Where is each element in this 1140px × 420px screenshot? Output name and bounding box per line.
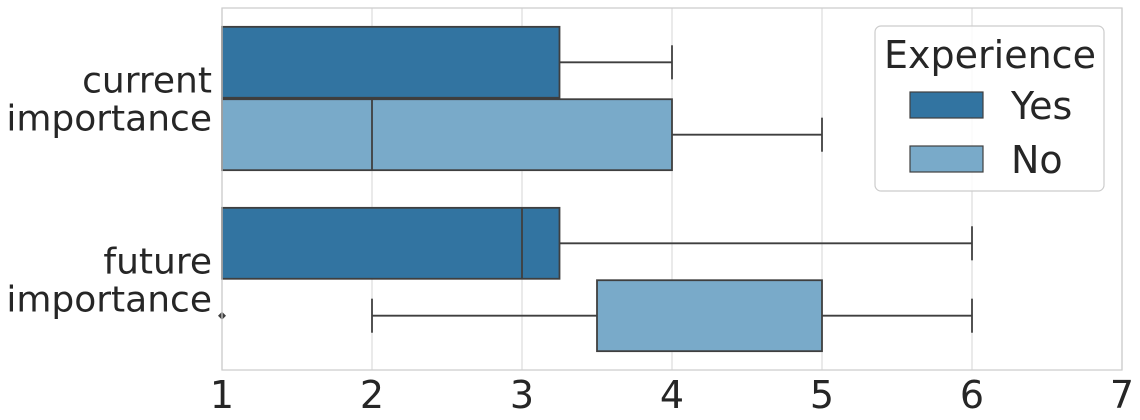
- x-tick-labels: 1 2 3 4 5 6 7: [210, 373, 1134, 417]
- x-tick-label: 4: [660, 373, 684, 417]
- box-no-2: [218, 279, 973, 353]
- box-yes-2: [221, 206, 973, 280]
- x-tick-label: 1: [210, 373, 234, 417]
- box-iqr: [221, 98, 673, 172]
- x-tick-label: 5: [810, 373, 834, 417]
- legend-label-no: No: [1011, 138, 1063, 182]
- box-plots: [218, 25, 973, 353]
- y-category-label: importance: [6, 280, 212, 321]
- y-category-label: future: [103, 242, 212, 283]
- legend: Experience Yes No: [874, 25, 1105, 192]
- x-tick-label: 7: [1110, 373, 1134, 417]
- x-tick-label: 3: [510, 373, 534, 417]
- legend-swatch-no: [909, 145, 984, 173]
- x-tick-label: 6: [960, 373, 984, 417]
- y-category-label: importance: [6, 99, 212, 140]
- y-category-label: current: [82, 61, 212, 102]
- plot-frame: [221, 7, 1123, 371]
- legend-title: Experience: [884, 33, 1096, 77]
- x-tick-label: 2: [360, 373, 384, 417]
- box-iqr: [221, 206, 561, 280]
- box-iqr: [596, 279, 823, 353]
- box-iqr: [221, 25, 561, 99]
- legend-label-yes: Yes: [1010, 84, 1072, 128]
- legend-swatch-yes: [909, 91, 984, 119]
- box-yes-1: [221, 25, 673, 99]
